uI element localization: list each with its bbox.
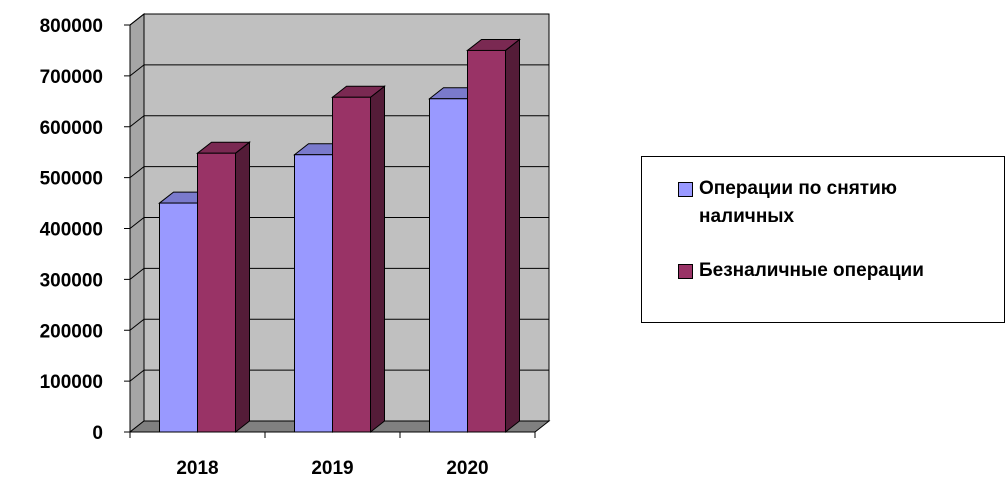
- bar-2019-s1: [331, 85, 386, 434]
- x-tick-label: 2020: [446, 458, 488, 477]
- gridline: [129, 166, 549, 179]
- legend: Операции по снятию наличных Безналичные …: [641, 156, 1005, 323]
- bar-front: [197, 152, 236, 433]
- gridline: [129, 217, 549, 229]
- y-tick-label: 600000: [40, 118, 103, 139]
- gridline: [129, 115, 549, 128]
- y-tick-label: 200000: [40, 321, 103, 342]
- bar-front: [159, 202, 198, 433]
- legend-swatch-cashless: [678, 264, 693, 279]
- y-tick-label: 300000: [40, 270, 103, 291]
- gridline: [129, 369, 549, 382]
- legend-label-cash-line2: наличных: [699, 206, 795, 227]
- axes: [124, 24, 536, 438]
- legend-label-cash-line1: Операции по снятию: [699, 178, 898, 199]
- y-tick-label: 400000: [40, 220, 103, 241]
- legend-swatch-cash: [678, 182, 693, 197]
- legend-label-cashless: Безналичные операции: [699, 260, 924, 281]
- gridline: [129, 318, 549, 331]
- y-tick-label: 100000: [40, 372, 103, 393]
- bar-side: [235, 141, 250, 434]
- gridline: [129, 64, 549, 77]
- bar-front: [332, 96, 371, 433]
- y-axis-tick-labels: 0 100000 200000 300000 400000 500000 600000 700…: [40, 16, 103, 444]
- bar-2020-s1: [466, 38, 521, 434]
- y-tick-label: 700000: [40, 67, 103, 88]
- legend-label-cash: Операции по снятию наличных: [699, 175, 897, 231]
- y-tick-label: 500000: [40, 169, 103, 190]
- legend-item-cash: Операции по снятию наличных: [678, 175, 897, 231]
- legend-item-cashless: Безналичные операции: [678, 257, 924, 285]
- y-tick-label: 0: [92, 423, 103, 444]
- gridlines: [129, 13, 549, 382]
- bar-front: [467, 49, 506, 433]
- x-axis-tick-labels: 2018 2019 2020: [176, 458, 488, 477]
- bar-front: [294, 154, 333, 433]
- bars: [158, 38, 521, 434]
- gridline: [129, 267, 549, 280]
- bar-side: [505, 38, 520, 434]
- y-tick-label: 800000: [40, 16, 103, 37]
- bar-side: [370, 85, 385, 434]
- bar-2018-s1: [196, 141, 251, 434]
- gridline: [129, 13, 549, 26]
- x-tick-label: 2019: [311, 458, 353, 477]
- bar-front: [429, 98, 468, 433]
- x-tick-label: 2018: [176, 458, 218, 477]
- bar-chart: 0 100000 200000 300000 400000 500000 600000 700…: [40, 12, 551, 477]
